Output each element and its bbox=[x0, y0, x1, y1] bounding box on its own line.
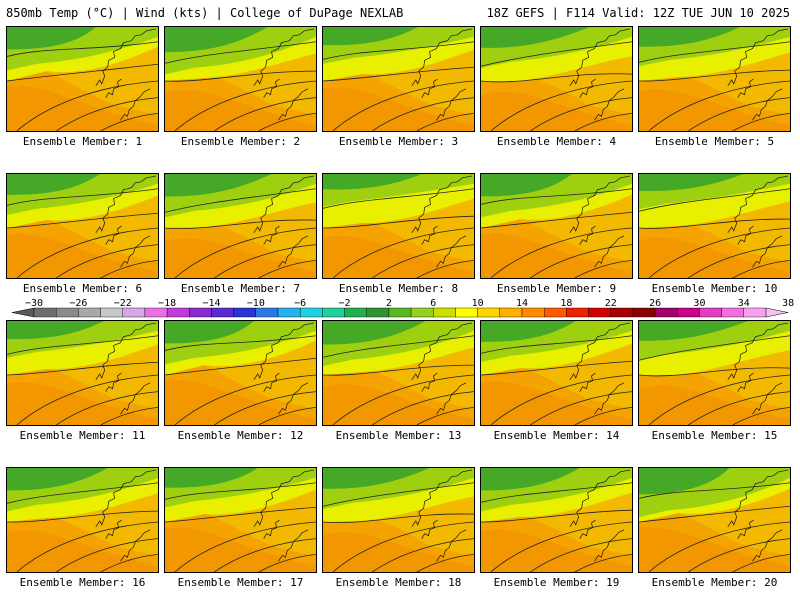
member-map-16 bbox=[6, 467, 159, 573]
colorbar-swatch bbox=[344, 307, 367, 318]
colorbar-swatch bbox=[699, 307, 722, 318]
member-map-15 bbox=[638, 320, 791, 426]
member-map-10 bbox=[638, 173, 791, 279]
member-map-20 bbox=[638, 467, 791, 573]
colorbar-low-arrow bbox=[11, 307, 35, 318]
colorbar-swatch bbox=[743, 307, 767, 318]
member-map-6 bbox=[6, 173, 159, 279]
colorbar-tick-label: −22 bbox=[114, 298, 132, 309]
colorbar-swatch bbox=[433, 307, 456, 318]
member-map-2 bbox=[164, 26, 317, 132]
member-map-5 bbox=[638, 26, 791, 132]
colorbar-swatch bbox=[189, 307, 212, 318]
member-label-7: Ensemble Member: 7 bbox=[180, 282, 301, 295]
member-map-18 bbox=[322, 467, 475, 573]
colorbar-tick-label: 10 bbox=[472, 298, 484, 309]
colorbar-tick-label: 30 bbox=[693, 298, 705, 309]
colorbar-tick-label: −30 bbox=[25, 298, 43, 309]
member-label-4: Ensemble Member: 4 bbox=[496, 135, 617, 148]
member-label-8: Ensemble Member: 8 bbox=[338, 282, 459, 295]
member-label-6: Ensemble Member: 6 bbox=[22, 282, 143, 295]
colorbar-tick-label: 18 bbox=[560, 298, 572, 309]
colorbar-swatch bbox=[455, 307, 478, 318]
member-label-1: Ensemble Member: 1 bbox=[22, 135, 143, 148]
colorbar-tick-label: 34 bbox=[738, 298, 750, 309]
member-map-14 bbox=[480, 320, 633, 426]
colorbar-swatch bbox=[211, 307, 234, 318]
member-label-11: Ensemble Member: 11 bbox=[19, 429, 146, 442]
member-map-1 bbox=[6, 26, 159, 132]
colorbar-swatch bbox=[721, 307, 745, 318]
member-map-9 bbox=[480, 173, 633, 279]
member-label-9: Ensemble Member: 9 bbox=[496, 282, 617, 295]
member-map-11 bbox=[6, 320, 159, 426]
member-label-20: Ensemble Member: 20 bbox=[651, 576, 778, 589]
colorbar-tick-label: −6 bbox=[294, 298, 306, 309]
member-map-12 bbox=[164, 320, 317, 426]
colorbar-swatch bbox=[677, 307, 700, 318]
member-label-16: Ensemble Member: 16 bbox=[19, 576, 146, 589]
member-map-13 bbox=[322, 320, 475, 426]
colorbar-tick-label: −18 bbox=[158, 298, 176, 309]
colorbar-tick-label: 2 bbox=[386, 298, 392, 309]
member-label-14: Ensemble Member: 14 bbox=[493, 429, 620, 442]
colorbar-swatch bbox=[55, 307, 79, 318]
run-valid-time: 18Z GEFS | F114 Valid: 12Z TUE JUN 10 20… bbox=[486, 6, 790, 20]
colorbar-tick-label: 6 bbox=[430, 298, 436, 309]
colorbar-swatch bbox=[521, 307, 545, 318]
member-map-7 bbox=[164, 173, 317, 279]
colorbar-swatch bbox=[299, 307, 323, 318]
colorbar-tick-label: 14 bbox=[516, 298, 528, 309]
member-label-19: Ensemble Member: 19 bbox=[493, 576, 620, 589]
member-map-17 bbox=[164, 467, 317, 573]
colorbar-swatch bbox=[654, 307, 678, 318]
colorbar-swatch bbox=[33, 307, 57, 318]
member-label-5: Ensemble Member: 5 bbox=[654, 135, 775, 148]
colorbar-tick-label: −26 bbox=[69, 298, 87, 309]
colorbar-swatch bbox=[543, 307, 567, 318]
member-map-4 bbox=[480, 26, 633, 132]
member-label-15: Ensemble Member: 15 bbox=[651, 429, 778, 442]
colorbar-tick-label: 38 bbox=[782, 298, 794, 309]
colorbar-tick-label: −14 bbox=[202, 298, 220, 309]
colorbar-swatch bbox=[366, 307, 390, 318]
colorbar-swatch bbox=[410, 307, 434, 318]
colorbar-swatch bbox=[144, 307, 168, 318]
temperature-colorbar: −30 −26 −22 −18 −14 −10 −6 −2 2 6 10 14 18 22 26 30 34 38… bbox=[11, 298, 794, 318]
colorbar-swatch bbox=[566, 307, 589, 318]
member-label-12: Ensemble Member: 12 bbox=[177, 429, 304, 442]
colorbar-swatch bbox=[122, 307, 146, 318]
colorbar-swatch bbox=[233, 307, 257, 318]
chart-title: 850mb Temp (°C) | Wind (kts) | College o… bbox=[6, 6, 404, 20]
colorbar-swatch bbox=[322, 307, 345, 318]
member-map-3 bbox=[322, 26, 475, 132]
member-label-3: Ensemble Member: 3 bbox=[338, 135, 459, 148]
member-label-2: Ensemble Member: 2 bbox=[180, 135, 301, 148]
colorbar-high-arrow bbox=[765, 307, 789, 318]
member-label-10: Ensemble Member: 10 bbox=[651, 282, 778, 295]
colorbar-swatch bbox=[78, 307, 101, 318]
member-map-8 bbox=[322, 173, 475, 279]
colorbar-tick-label: 22 bbox=[605, 298, 617, 309]
colorbar-swatch bbox=[588, 307, 611, 318]
member-label-18: Ensemble Member: 18 bbox=[335, 576, 462, 589]
member-label-17: Ensemble Member: 17 bbox=[177, 576, 304, 589]
colorbar-swatch bbox=[632, 307, 656, 318]
colorbar-swatch bbox=[388, 307, 412, 318]
colorbar-swatch bbox=[255, 307, 279, 318]
colorbar-swatch bbox=[610, 307, 634, 318]
colorbar-swatch bbox=[100, 307, 123, 318]
colorbar-tick-label: −2 bbox=[339, 298, 351, 309]
colorbar-swatch bbox=[477, 307, 501, 318]
colorbar-swatch bbox=[277, 307, 301, 318]
colorbar-swatch bbox=[499, 307, 523, 318]
colorbar-tick-label: −10 bbox=[247, 298, 265, 309]
member-label-13: Ensemble Member: 13 bbox=[335, 429, 462, 442]
member-map-19 bbox=[480, 467, 633, 573]
colorbar-tick-label: 26 bbox=[649, 298, 661, 309]
colorbar-swatch bbox=[166, 307, 190, 318]
